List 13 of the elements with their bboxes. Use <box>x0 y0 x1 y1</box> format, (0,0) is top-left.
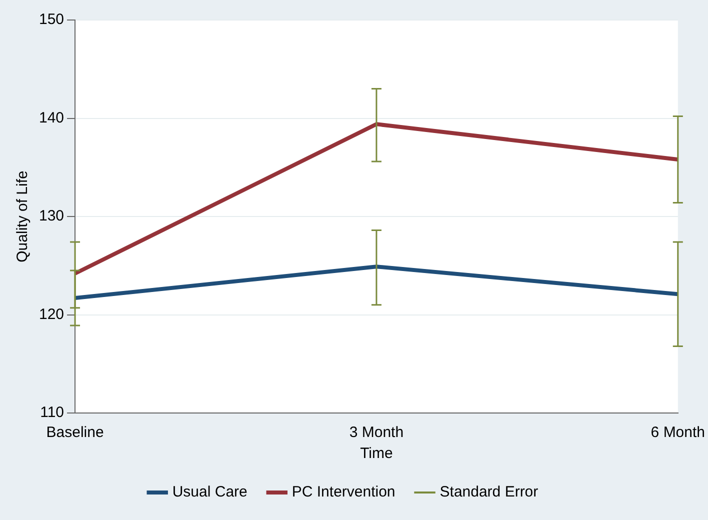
x-tick-label: Baseline <box>46 424 104 442</box>
y-tick-label: 140 <box>38 109 64 126</box>
y-tick-label: 110 <box>40 404 64 422</box>
y-tick-label: 150 <box>38 11 64 28</box>
legend-label: PC Intervention <box>292 484 396 501</box>
x-axis-title: Time <box>360 445 393 462</box>
y-axis-title: Quality of Life <box>14 170 32 262</box>
text: Standard Error <box>440 484 538 501</box>
legend-label: Usual Care <box>172 484 248 501</box>
y-tick-label: 120 <box>38 306 64 323</box>
x-tick-label: 6 Month <box>650 424 705 442</box>
y-tick-label: 130 <box>38 208 64 225</box>
x-tick-label: 3 Month <box>349 424 404 442</box>
